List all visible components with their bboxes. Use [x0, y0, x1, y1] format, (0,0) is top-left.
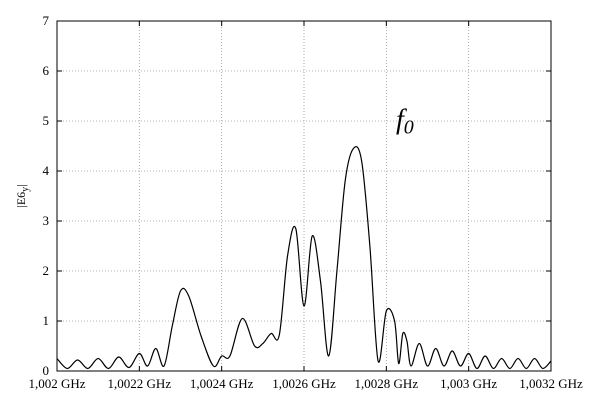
- peak-annotation-text: f: [396, 105, 407, 136]
- y-tick-label: 0: [43, 363, 50, 378]
- x-tick-label: 1,0026 GHz: [272, 376, 336, 391]
- peak-annotation-sub: 0: [404, 117, 414, 139]
- x-tick-label: 1,0022 GHz: [108, 376, 172, 391]
- x-tick-label: 1,0024 GHz: [190, 376, 254, 391]
- y-tick-label: 5: [43, 113, 50, 128]
- series-line: [56, 146, 552, 370]
- x-tick-label: 1,002 GHz: [28, 376, 85, 391]
- x-tick-label: 1,0032 GHz: [519, 376, 583, 391]
- y-tick-label: 3: [43, 213, 50, 228]
- y-axis-label-end: |: [14, 184, 28, 186]
- x-ticks: 1,002 GHz 1,0022 GHz 1,0024 GHz 1,0026 GHz 1…: [28, 21, 583, 391]
- y-tick-label: 6: [43, 63, 50, 78]
- y-tick-label: 7: [43, 13, 50, 28]
- y-axis-label: |E6y|: [14, 184, 31, 207]
- y-tick-label: 2: [43, 263, 50, 278]
- y-tick-label: 1: [43, 313, 50, 328]
- y-tick-label: 4: [43, 163, 50, 178]
- plot-frame: [56, 20, 552, 372]
- x-tick-label: 1,0028 GHz: [355, 376, 419, 391]
- x-tick-label: 1,003 GHz: [440, 376, 497, 391]
- y-axis-label-main: |E6: [14, 192, 28, 208]
- peak-annotation: f0: [396, 105, 414, 139]
- y-axis-label-sub: y: [20, 187, 31, 192]
